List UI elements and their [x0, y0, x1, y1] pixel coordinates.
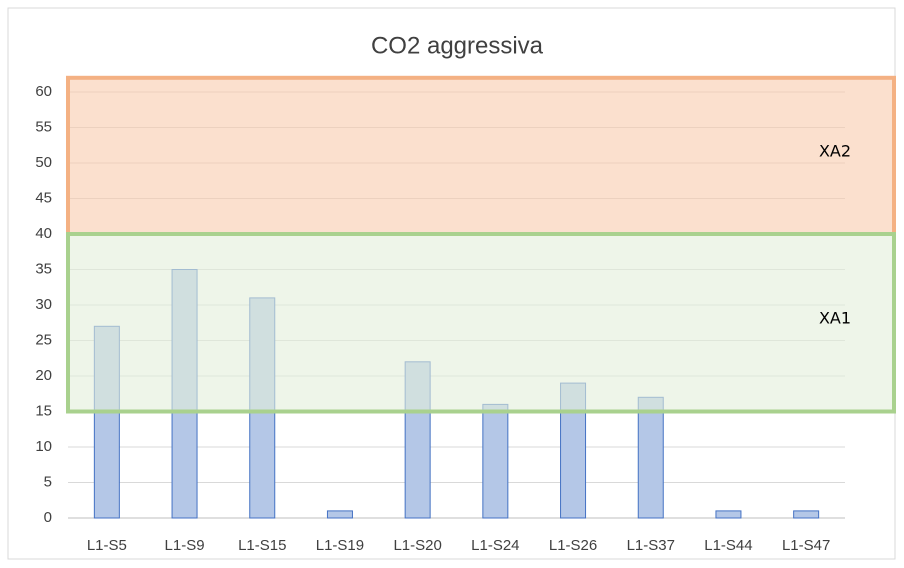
x-tick-label: L1-S24: [471, 537, 519, 554]
zone-band: [66, 232, 896, 414]
y-tick-label: 55: [35, 118, 52, 135]
y-tick-label: 0: [44, 509, 52, 526]
y-tick-label: 10: [35, 438, 52, 455]
x-tick-label: L1-S26: [549, 537, 597, 554]
zone-band: [66, 75, 896, 236]
chart-title: CO2 aggressiva: [371, 32, 544, 59]
x-tick-label: L1-S44: [704, 537, 752, 554]
y-tick-label: 45: [35, 189, 52, 206]
bar: [715, 510, 742, 519]
y-tick-label: 40: [35, 225, 52, 242]
x-tick-label: L1-S47: [782, 537, 830, 554]
bar: [482, 403, 509, 519]
x-tick-label: L1-S15: [238, 537, 286, 554]
y-tick-label: 35: [35, 260, 52, 277]
bar: [637, 396, 664, 519]
zone-label: XA1: [819, 308, 851, 327]
y-tick-label: 25: [35, 331, 52, 348]
y-tick-label: 15: [35, 402, 52, 419]
zone-label: XA2: [819, 141, 851, 160]
x-tick-label: L1-S9: [165, 537, 205, 554]
bar: [326, 510, 353, 519]
y-tick-label: 30: [35, 296, 52, 313]
y-tick-label: 20: [35, 367, 52, 384]
y-tick-label: 5: [44, 473, 52, 490]
x-tick-label: L1-S20: [393, 537, 441, 554]
y-tick-label: 50: [35, 154, 52, 171]
y-tick-label: 60: [35, 83, 52, 100]
bar: [793, 510, 820, 519]
x-tick-label: L1-S19: [316, 537, 364, 554]
x-tick-label: L1-S5: [87, 537, 127, 554]
x-tick-label: L1-S37: [627, 537, 675, 554]
